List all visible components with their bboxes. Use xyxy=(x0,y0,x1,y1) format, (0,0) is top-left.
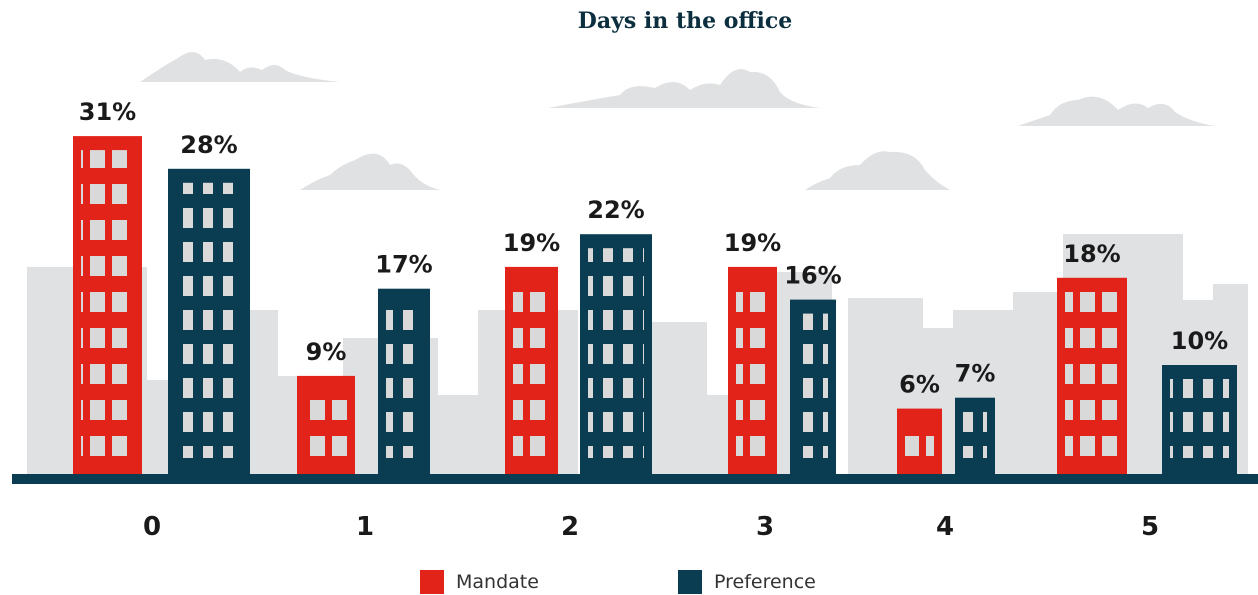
x-tick-label: 0 xyxy=(143,512,161,542)
chart-title: Days in the office xyxy=(578,8,792,34)
windows xyxy=(798,313,828,458)
value-label: 18% xyxy=(1063,240,1120,268)
value-label: 22% xyxy=(587,196,644,224)
windows xyxy=(1170,379,1229,458)
windows xyxy=(386,302,422,458)
legend-swatch xyxy=(678,570,702,594)
x-tick-label: 5 xyxy=(1141,512,1159,542)
value-label: 31% xyxy=(79,98,136,126)
windows xyxy=(176,182,242,459)
x-tick-label: 3 xyxy=(756,512,774,542)
windows xyxy=(305,389,347,458)
x-tick-label: 4 xyxy=(936,512,954,542)
legend-swatch xyxy=(420,570,444,594)
value-label: 9% xyxy=(306,338,347,366)
windows xyxy=(963,411,987,458)
value-label: 6% xyxy=(899,371,940,399)
legend-label: Mandate xyxy=(456,571,539,593)
value-label: 17% xyxy=(375,251,432,279)
value-label: 19% xyxy=(503,229,560,257)
windows xyxy=(736,280,769,458)
value-label: 16% xyxy=(784,262,841,290)
legend-label: Preference xyxy=(714,571,816,593)
clouds xyxy=(140,51,1215,190)
windows xyxy=(513,280,550,458)
value-label: 28% xyxy=(180,131,237,159)
x-tick-label: 1 xyxy=(356,512,374,542)
windows xyxy=(588,248,644,458)
x-tick-label: 2 xyxy=(561,512,579,542)
windows xyxy=(905,422,934,458)
value-label: 7% xyxy=(955,360,996,388)
baseline xyxy=(12,474,1258,484)
value-label: 10% xyxy=(1171,327,1228,355)
windows xyxy=(81,150,134,458)
windows xyxy=(1065,291,1119,458)
value-label: 19% xyxy=(724,229,781,257)
